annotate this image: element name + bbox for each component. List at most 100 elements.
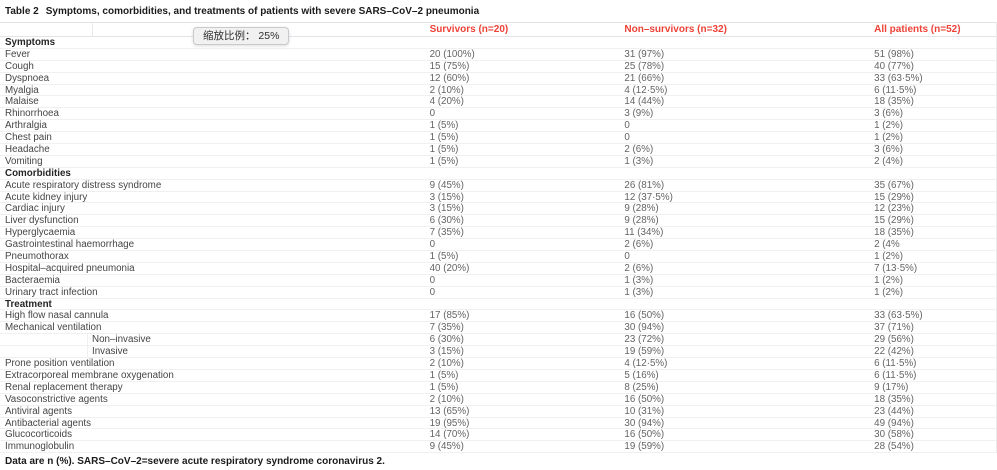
cell-non-survivors: 9 (28%) (624, 215, 659, 227)
row-label: Urinary tract infection (5, 286, 98, 298)
table-row: Hospital–acquired pneumonia 40 (20%) 2 (6%… (0, 263, 996, 275)
row-label: Dyspnoea (5, 72, 50, 84)
row-label: Glucocorticoids (5, 429, 72, 441)
cell-non-survivors: 9 (28%) (624, 203, 659, 215)
cell-survivors: 2 (10%) (429, 84, 464, 96)
cell-all-patients: 6 (11·5%) (874, 84, 917, 96)
cell-non-survivors: 16 (50%) (624, 393, 665, 405)
cell-non-survivors: 19 (59%) (624, 346, 665, 358)
table-row: Fever 20 (100%) 31 (97%) 51 (98%) (0, 49, 996, 61)
table-row: Prone position ventilation 2 (10%) 4 (12·5… (0, 358, 996, 370)
row-label-text: Non–invasive (92, 334, 151, 346)
cell-survivors: 12 (60%) (429, 72, 470, 84)
cell-non-survivors: 12 (37·5%) (624, 191, 673, 203)
table-footnote: Data are n (%). SARS–CoV–2=severe acute … (5, 456, 385, 467)
cell-all-patients: 28 (54%) (874, 441, 914, 453)
row-label: Chest pain (5, 132, 52, 144)
table-row: Malaise 4 (20%) 14 (44%) 18 (35%) (0, 96, 996, 109)
cell-all-patients: 23 (44%) (874, 405, 914, 417)
table-row: Acute respiratory distress syndrome 9 (45… (0, 180, 996, 192)
row-label: Prone position ventilation (5, 358, 115, 369)
cell-non-survivors: 16 (50%) (624, 310, 665, 322)
row-label: Vomiting (5, 155, 43, 167)
cell-all-patients: 35 (67%) (874, 179, 914, 191)
zoom-level-tooltip: 缩放比例： 25% (193, 27, 290, 45)
table-row: Glucocorticoids 14 (70%) 16 (50%) 30 (58%) (0, 429, 996, 442)
row-label: Myalgia (5, 84, 39, 96)
cell-survivors: 3 (15%) (429, 203, 464, 215)
indent-spacer (0, 334, 88, 346)
cell-all-patients: 15 (29%) (874, 215, 914, 227)
column-header-all-patients: All patients (n=52) (874, 24, 961, 35)
column-header-non-survivors: Non–survivors (n=32) (624, 24, 727, 35)
table-row: Antibacterial agents 19 (95%) 30 (94%) 49 (… (0, 418, 996, 430)
cell-survivors: 9 (45%) (429, 179, 464, 191)
table-row: Liver dysfunction 6 (30%) 9 (28%) 15 (29%) (0, 215, 996, 228)
table-row: Hyperglycaemia 7 (35%) 11 (34%) 18 (35%) (0, 227, 996, 240)
table-row: Renal replacement therapy 1 (5%) 8 (25%) 9 … (0, 382, 996, 394)
row-label: Cough (5, 60, 34, 72)
row-label: Fever (5, 48, 31, 60)
row-label: Hyperglycaemia (5, 227, 76, 239)
table-row: Mechanical ventilation 7 (35%) 30 (94%) 37 … (0, 322, 996, 335)
table-row: Dyspnoea 12 (60%) 21 (66%) 33 (63·5%) (0, 73, 996, 85)
row-label: Rhinorrhoea (5, 108, 59, 120)
cell-survivors: 0 (429, 239, 436, 251)
cell-non-survivors: 1 (3%) (624, 274, 654, 286)
header-row: Survivors (n=20) Non–survivors (n=32) Al… (0, 22, 996, 37)
cell-non-survivors: 0 (624, 132, 630, 144)
cell-survivors: 40 (20%) (429, 262, 470, 274)
cell-survivors: 0 (429, 286, 436, 298)
cell-non-survivors: 10 (31%) (624, 405, 665, 417)
cell-non-survivors: 11 (34%) (624, 227, 664, 239)
cell-empty (622, 37, 872, 48)
cell-all-patients: 51 (98%) (874, 48, 914, 60)
row-label: Mechanical ventilation (5, 322, 102, 334)
cell-non-survivors: 2 (6%) (624, 144, 654, 155)
cell-all-patients: 18 (35%) (874, 227, 914, 239)
table-row: Vasoconstrictive agents 2 (10%) 16 (50%) 18… (0, 394, 996, 406)
table-title-text: Symptoms, comorbidities, and treatments … (45, 6, 480, 17)
row-label: Immunoglobulin (5, 441, 75, 453)
table-row: Chest pain 1 (5%) 0 1 (2%) (0, 132, 996, 145)
cell-non-survivors: 1 (3%) (624, 155, 654, 167)
cell-non-survivors: 4 (12·5%) (624, 84, 668, 96)
cell-empty (428, 37, 623, 48)
cell-all-patients: 18 (35%) (874, 96, 914, 108)
cell-empty (428, 299, 623, 310)
cell-survivors: 1 (5%) (429, 381, 459, 393)
cell-empty (428, 168, 623, 179)
cell-survivors: 6 (30%) (429, 334, 464, 346)
row-label: Invasive (0, 346, 428, 358)
cell-survivors: 3 (15%) (429, 346, 464, 358)
cell-all-patients: 7 (13·5%) (874, 262, 918, 274)
table-row: Cough 15 (75%) 25 (78%) 40 (77%) (0, 61, 996, 73)
cell-all-patients: 1 (2%) (874, 251, 903, 262)
cell-non-survivors: 5 (16%) (624, 369, 659, 381)
table-row: Urinary tract infection 0 1 (3%) 1 (2%) (0, 287, 996, 299)
table-row: Bacteraemia 0 1 (3%) 1 (2%) (0, 275, 996, 287)
row-label: Bacteraemia (5, 274, 60, 286)
row-label: Acute kidney injury (5, 191, 88, 203)
table-row: Non–invasive 6 (30%) 23 (72%) 29 (56%) (0, 334, 996, 347)
table-number: Table 2 (5, 6, 39, 17)
header-spacer-left (0, 23, 93, 36)
row-label: Vasoconstrictive agents (5, 393, 108, 405)
cell-survivors: 1 (5%) (429, 144, 459, 155)
row-label: Renal replacement therapy (5, 381, 123, 393)
table-row: Pneumothorax 1 (5%) 0 1 (2%) (0, 251, 996, 263)
table-body: Symptoms Fever 20 (100%) 31 (97%) 51 (98%) Co… (0, 37, 996, 454)
cell-non-survivors: 16 (50%) (624, 429, 665, 441)
cell-non-survivors: 14 (44%) (624, 96, 665, 108)
cell-all-patients: 1 (2%) (874, 120, 903, 132)
cell-empty (872, 168, 996, 179)
cell-empty (872, 37, 996, 48)
cell-all-patients: 40 (77%) (874, 60, 914, 72)
section-header-row: Comorbidities (0, 168, 996, 180)
cell-all-patients: 1 (2%) (874, 132, 903, 144)
row-label: Cardiac injury (5, 203, 65, 215)
cell-survivors: 2 (10%) (429, 393, 464, 405)
row-label: Pneumothorax (5, 251, 69, 262)
cell-survivors: 1 (5%) (429, 120, 459, 132)
row-label: Antiviral agents (5, 405, 72, 417)
